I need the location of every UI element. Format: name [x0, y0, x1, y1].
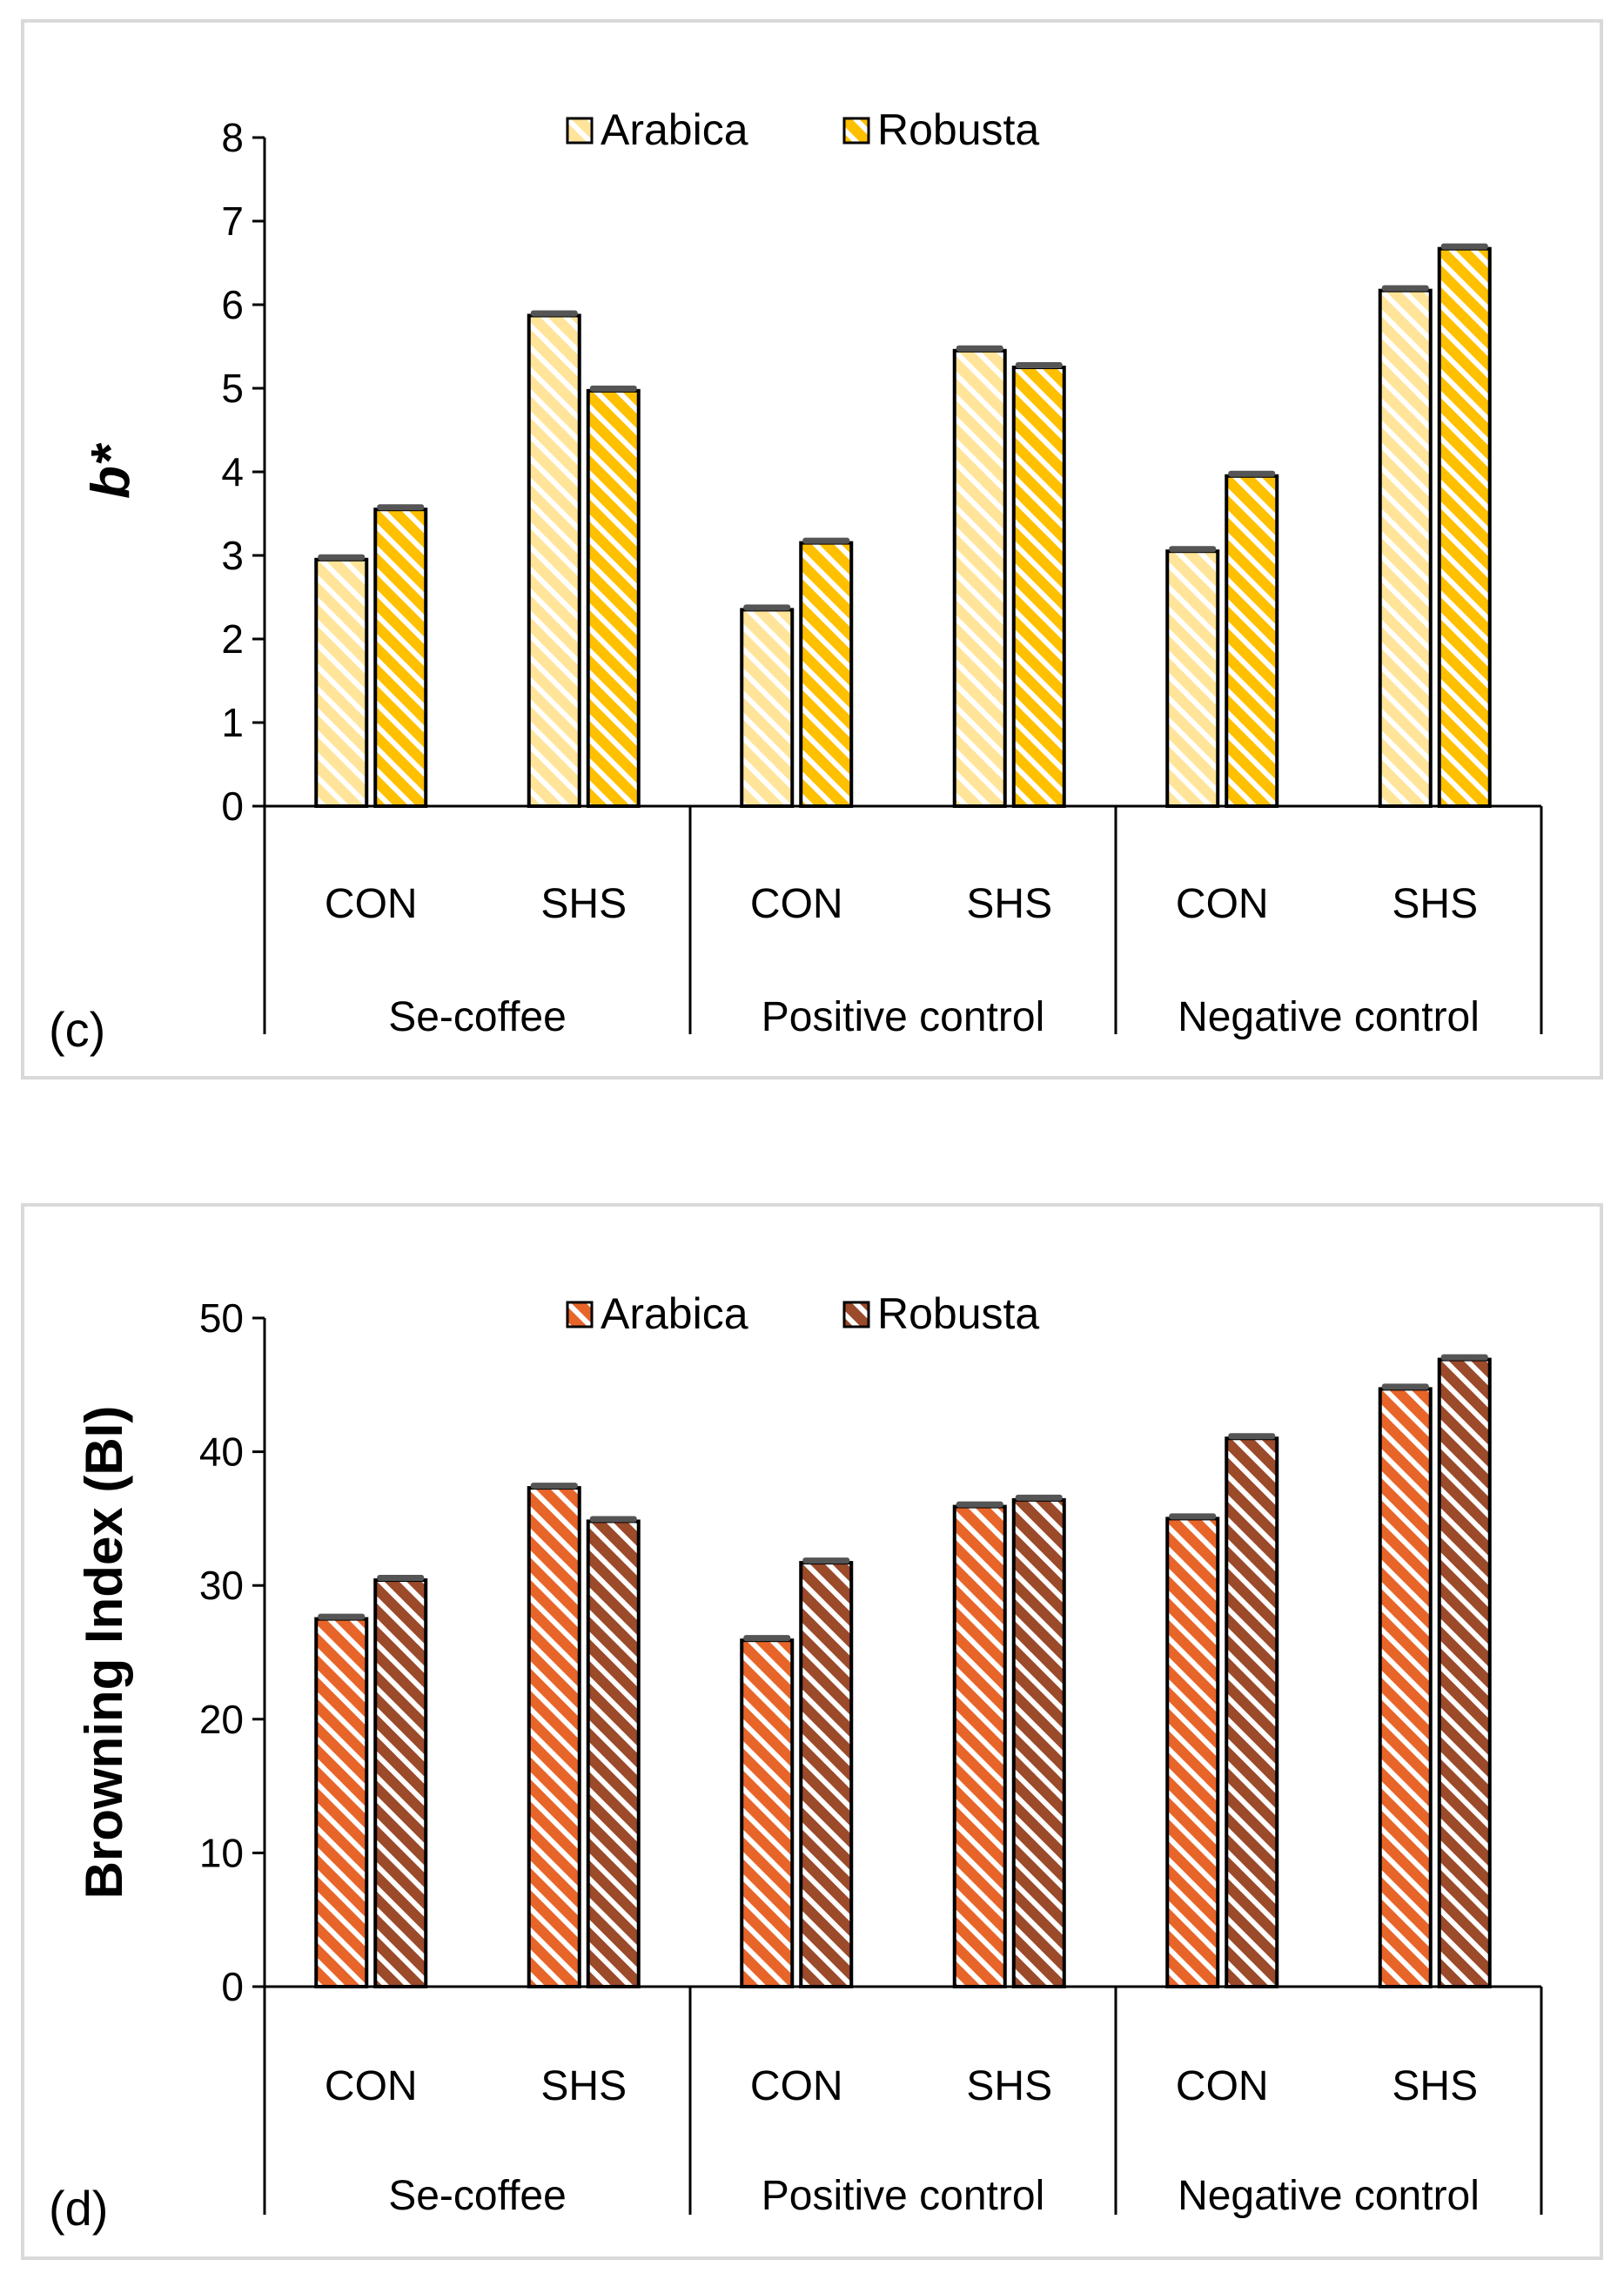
- bar-arabica-positive-control-shs: [952, 348, 1007, 808]
- group-label: Se-coffee: [388, 994, 567, 1040]
- legend-swatch-robusta: [842, 1301, 870, 1328]
- error-cap: [743, 1635, 791, 1642]
- y-axis-title: b*: [81, 442, 141, 499]
- error-cap: [530, 310, 578, 317]
- category-label: SHS: [966, 2063, 1052, 2109]
- y-tick-label: 50: [199, 1295, 244, 1341]
- y-tick-label: 5: [221, 366, 244, 411]
- y-tick-label: 20: [199, 1697, 244, 1742]
- y-tick-label: 7: [221, 198, 244, 244]
- legend-label-arabica: Arabica: [601, 105, 748, 154]
- category-label: SHS: [540, 2063, 627, 2109]
- y-tick-label: 10: [199, 1830, 244, 1875]
- category-label: SHS: [966, 881, 1052, 927]
- chart-c-svg: 0 1 2 3 4 5 6 7 8 b* Se-coffee CON SHS Positive contr…: [49, 105, 1543, 1057]
- error-cap: [1228, 1433, 1276, 1440]
- bar-robusta-positive-control-con: [799, 1561, 854, 1988]
- bar-robusta-positive-control-con: [799, 541, 854, 808]
- y-tick-label: 0: [221, 1964, 244, 2009]
- bar-robusta-se-coffee-con: [373, 1578, 428, 1988]
- y-tick-label: 3: [221, 533, 244, 578]
- y-tick-label: 40: [199, 1429, 244, 1475]
- error-cap: [377, 1575, 425, 1582]
- error-cap: [318, 1613, 366, 1620]
- y-axis-title: Browning Index (BI): [75, 1406, 133, 1900]
- bar-robusta-negative-control-con: [1225, 474, 1279, 808]
- y-tick-label: 8: [221, 115, 244, 160]
- category-label: CON: [1176, 2063, 1269, 2109]
- error-cap: [1381, 285, 1429, 292]
- category-label: SHS: [540, 881, 627, 927]
- error-cap: [802, 1557, 850, 1564]
- category-label: CON: [325, 881, 418, 927]
- bar-arabica-negative-control-shs: [1378, 288, 1433, 808]
- error-cap: [318, 554, 366, 561]
- category-label: SHS: [1392, 2063, 1478, 2109]
- bar-robusta-se-coffee-shs: [586, 388, 641, 808]
- error-cap: [1228, 470, 1276, 477]
- bar-arabica-positive-control-con: [740, 608, 795, 809]
- error-cap: [589, 1516, 637, 1523]
- y-tick-label: 2: [221, 616, 244, 662]
- error-cap: [1381, 1383, 1429, 1390]
- bar-arabica-positive-control-con: [740, 1638, 795, 1988]
- legend-swatch-arabica: [566, 1301, 594, 1328]
- error-cap: [1440, 1354, 1488, 1361]
- category-label: CON: [750, 881, 843, 927]
- bar-arabica-positive-control-shs: [952, 1504, 1007, 1988]
- chart-panel-d: 0 10 20 30 40 50 Browning Index (BI) Se-coffee C…: [21, 1203, 1603, 2260]
- error-cap: [377, 504, 425, 511]
- error-cap: [956, 345, 1003, 352]
- legend-label-robusta: Robusta: [877, 1289, 1039, 1338]
- bar-robusta-se-coffee-con: [373, 508, 428, 808]
- y-tick-label: 30: [199, 1563, 244, 1608]
- error-cap: [1169, 1513, 1217, 1520]
- y-tick-label: 4: [221, 449, 244, 494]
- category-label: CON: [325, 2063, 418, 2109]
- chart-panel-c: 0 1 2 3 4 5 6 7 8 b* Se-coffee CON SHS Positive contr…: [21, 19, 1603, 1079]
- chart-d-svg: 0 10 20 30 40 50 Browning Index (BI) Se-coffee C…: [49, 1289, 1543, 2236]
- error-cap: [530, 1483, 578, 1490]
- bar-arabica-negative-control-shs: [1378, 1387, 1433, 1988]
- bar-robusta-positive-control-shs: [1011, 366, 1066, 808]
- bar-robusta-se-coffee-shs: [586, 1519, 641, 1988]
- bar-arabica-se-coffee-con: [314, 557, 369, 808]
- y-tick-label: 1: [221, 700, 244, 745]
- legend-label-robusta: Robusta: [877, 105, 1039, 154]
- panel-label: (d): [49, 2181, 108, 2236]
- bar-arabica-se-coffee-shs: [527, 1486, 581, 1988]
- bar-arabica-negative-control-con: [1165, 1517, 1220, 1988]
- error-cap: [589, 385, 637, 392]
- bar-robusta-negative-control-con: [1225, 1436, 1279, 1988]
- panel-label: (c): [49, 1002, 105, 1057]
- group-label: Positive control: [762, 2173, 1044, 2219]
- bar-arabica-se-coffee-con: [314, 1617, 369, 1988]
- bar-arabica-se-coffee-shs: [527, 313, 581, 809]
- error-cap: [1015, 362, 1063, 368]
- error-cap: [956, 1501, 1003, 1508]
- error-cap: [743, 604, 791, 611]
- legend-label-arabica: Arabica: [601, 1289, 748, 1338]
- error-cap: [802, 537, 850, 544]
- legend-swatch-arabica: [566, 117, 594, 145]
- bar-arabica-negative-control-con: [1165, 549, 1220, 808]
- y-tick-label: 6: [221, 282, 244, 327]
- bar-robusta-negative-control-shs: [1437, 246, 1492, 808]
- category-label: SHS: [1392, 881, 1478, 927]
- legend-swatch-robusta: [842, 117, 870, 145]
- group-label: Negative control: [1178, 2173, 1480, 2219]
- error-cap: [1015, 1494, 1063, 1501]
- category-label: CON: [1176, 881, 1269, 927]
- group-label: Se-coffee: [388, 2173, 567, 2219]
- bar-robusta-negative-control-shs: [1437, 1357, 1492, 1988]
- bar-robusta-positive-control-shs: [1011, 1497, 1066, 1988]
- group-label: Negative control: [1178, 994, 1480, 1040]
- group-label: Positive control: [762, 994, 1044, 1040]
- y-tick-label: 0: [221, 784, 244, 829]
- error-cap: [1440, 243, 1488, 250]
- error-cap: [1169, 546, 1217, 553]
- category-label: CON: [750, 2063, 843, 2109]
